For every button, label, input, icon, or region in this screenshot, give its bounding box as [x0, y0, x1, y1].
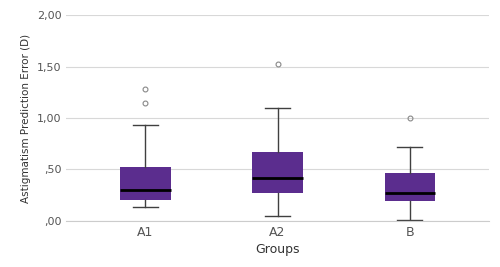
PathPatch shape	[252, 152, 302, 193]
PathPatch shape	[384, 172, 434, 201]
X-axis label: Groups: Groups	[256, 243, 300, 256]
Y-axis label: Astigmatism Prediction Error (D): Astigmatism Prediction Error (D)	[21, 33, 31, 203]
PathPatch shape	[120, 167, 170, 200]
